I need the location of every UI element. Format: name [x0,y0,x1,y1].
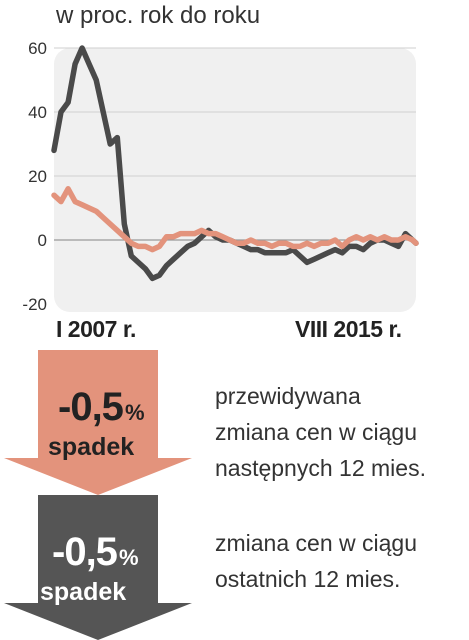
forecast-value: -0,5% [58,385,144,429]
forecast-description-line: zmiana cen w ciągu [215,419,417,445]
forecast-description-line: następnych 12 mies. [215,455,426,481]
actual-label: spadek [40,578,127,606]
forecast-label: spadek [48,433,135,461]
plot-area [54,48,416,312]
y-tick-labels: -20 0 20 40 60 [22,39,47,314]
y-tick-label: 0 [38,231,47,250]
line-chart: -20 0 20 40 60 [22,39,419,314]
actual-description-line: ostatnich 12 mies. [215,566,401,592]
y-tick-label: 40 [28,103,47,122]
forecast-description: przewidywana zmiana cen w ciągu następny… [215,378,426,486]
y-tick-label: 60 [28,39,47,58]
actual-description-line: zmiana cen w ciągu [215,530,417,556]
y-tick-label: -20 [22,295,47,314]
x-axis-end-label: VIII 2015 r. [295,316,402,342]
y-tick-label: 20 [28,167,47,186]
actual-value: -0,5% [52,530,138,574]
forecast-description-line: przewidywana [215,383,361,409]
chart-subtitle: w proc. rok do roku [56,2,261,29]
actual-arrow-icon [4,495,192,640]
series-lines [51,45,419,282]
x-axis-start-label: I 2007 r. [56,316,136,342]
actual-description: zmiana cen w ciągu ostatnich 12 mies. [215,525,417,597]
forecast-arrow-icon [4,350,192,495]
cpi-forecast-line [51,186,419,253]
